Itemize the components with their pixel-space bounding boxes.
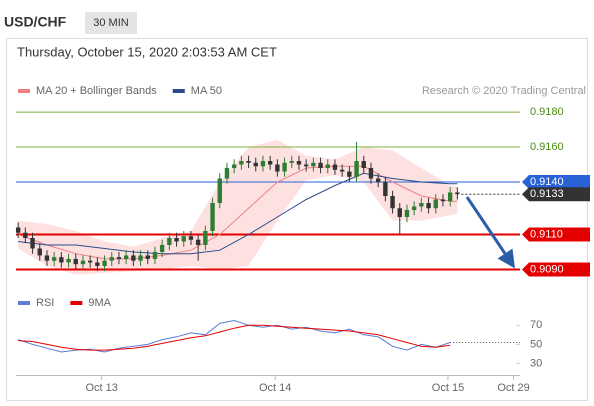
candle-body	[419, 202, 424, 207]
candle-body	[375, 178, 381, 183]
candle-body	[15, 227, 21, 233]
candle-body	[195, 239, 201, 245]
legend-swatch	[18, 301, 30, 305]
candle-body	[404, 209, 410, 217]
candle-body	[66, 258, 71, 263]
level-label: 0.9180	[530, 106, 564, 118]
level-label: 0.9133	[530, 188, 564, 200]
candle-body	[138, 255, 143, 261]
y-tick-label: 30	[530, 357, 542, 369]
interval[interactable]: 30 MIN	[93, 17, 129, 29]
legend-swatch	[172, 89, 185, 93]
candle-body	[347, 171, 352, 177]
candle-body	[210, 202, 215, 231]
candle-body	[447, 192, 453, 202]
candle-body	[152, 251, 158, 259]
candle-body	[217, 178, 222, 203]
candle-body	[51, 257, 57, 261]
candle-body	[145, 255, 150, 259]
candle-body	[383, 182, 388, 196]
candle-body	[455, 192, 460, 195]
candle-body	[260, 161, 266, 167]
candle-body	[131, 255, 136, 261]
interval-box[interactable]	[85, 12, 137, 34]
candle-body	[123, 255, 129, 259]
candle-body	[397, 208, 402, 217]
candle-body	[433, 199, 438, 209]
candle-body	[174, 237, 179, 242]
candle-body	[440, 199, 446, 202]
level-label-box	[522, 227, 590, 242]
candle-body	[239, 161, 244, 165]
forecast-arrow	[465, 196, 516, 269]
candle-body	[296, 161, 302, 165]
candle-body	[303, 164, 309, 167]
y-tick-label: 70	[530, 319, 542, 331]
timestamp: Thursday, October 15, 2020 2:03:53 AM CE…	[17, 44, 277, 59]
legend-label: MA 20 + Bollinger Bands	[36, 85, 157, 97]
panel-frame	[6, 38, 588, 401]
candle-body	[109, 257, 114, 261]
candle-body	[73, 258, 78, 265]
candle-body	[246, 161, 251, 163]
candle-body	[361, 161, 366, 169]
legend-label: RSI	[36, 297, 54, 309]
candle-body	[231, 164, 237, 169]
candle-body	[224, 168, 230, 179]
candle-body	[368, 168, 374, 179]
candle-body	[203, 230, 208, 245]
x-tick-label: Oct 29	[497, 382, 529, 394]
candle-body	[318, 162, 323, 169]
candle-body	[95, 262, 100, 266]
indicator-line	[18, 319, 451, 353]
ma-line	[18, 172, 458, 255]
x-tick-label: Oct 14	[259, 382, 291, 394]
candle-body	[102, 260, 107, 266]
candle-body	[167, 237, 172, 245]
candle-body	[188, 236, 194, 240]
candle-body	[339, 169, 345, 172]
candle-body	[80, 260, 86, 265]
candle-body	[267, 161, 273, 165]
candle-body	[275, 164, 280, 172]
y-tick-label: 50	[530, 338, 542, 350]
candle-body	[116, 257, 122, 259]
candle-body	[311, 162, 316, 167]
candle-body	[59, 257, 64, 263]
candle-body	[87, 260, 93, 263]
candle-body	[44, 255, 50, 261]
candle-body	[282, 162, 287, 172]
candle-body	[354, 161, 359, 177]
candle-body	[159, 244, 165, 252]
credit: Research © 2020 Trading Central	[422, 85, 586, 97]
candle-body	[289, 161, 294, 163]
level-label-box	[522, 175, 590, 190]
candle-body	[332, 164, 338, 170]
candle-body	[426, 202, 431, 209]
x-tick-label: Oct 13	[85, 382, 117, 394]
candle-body	[325, 164, 330, 169]
x-tick-label: Oct 15	[432, 382, 464, 394]
indicator-line	[18, 324, 451, 351]
candle-body	[30, 237, 35, 249]
legend-label: MA 50	[191, 85, 222, 97]
ma-line	[18, 165, 458, 260]
level-label: 0.9140	[530, 176, 564, 188]
legend-swatch	[70, 301, 83, 305]
candle-body	[390, 195, 395, 209]
symbol: USD/CHF	[4, 14, 67, 30]
candle-body	[411, 206, 417, 210]
level-label: 0.9090	[530, 263, 564, 275]
legend-swatch	[18, 89, 30, 93]
legend-label: 9MA	[88, 297, 111, 309]
level-label: 0.9110	[530, 228, 563, 240]
candle-body	[23, 232, 28, 238]
level-label: 0.9160	[530, 141, 564, 153]
level-label-box	[522, 187, 590, 202]
level-label-box	[522, 262, 590, 277]
candle-body	[181, 236, 186, 242]
candle-body	[253, 162, 258, 167]
candle-body	[37, 248, 42, 256]
